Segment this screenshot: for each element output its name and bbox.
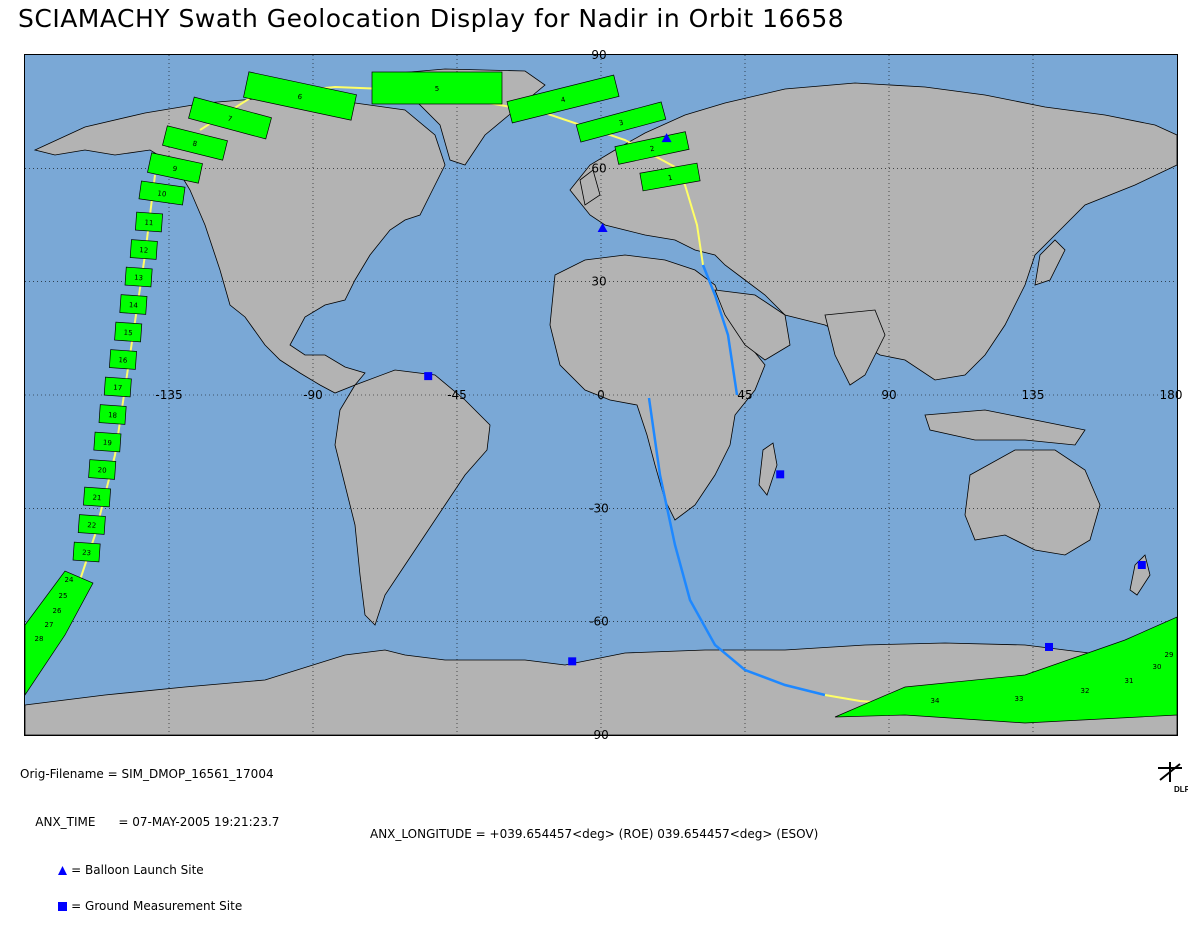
swath-label: 12: [139, 246, 148, 255]
lon-label: 135: [1022, 388, 1045, 402]
swath-box: 23: [73, 542, 100, 562]
landmass-south-america: [335, 370, 490, 625]
lat-label: 90: [591, 48, 606, 62]
swath-box: 21: [83, 487, 110, 507]
swath-label: 5: [435, 85, 439, 93]
swath-label: 17: [113, 384, 122, 393]
dlr-logo: DLR: [1152, 760, 1188, 794]
landmass-north-america: [35, 99, 445, 393]
lon-label: 0: [597, 388, 605, 402]
swath-label: 16: [118, 356, 128, 365]
landmass-india: [825, 310, 885, 385]
lat-label: 30: [591, 275, 606, 289]
swath-box: 14: [120, 295, 147, 315]
swath-box: 15: [115, 322, 142, 342]
swath-box: 13: [125, 267, 152, 287]
swath-label: 34: [931, 697, 940, 705]
swath-label: 21: [92, 494, 101, 503]
lon-label: 180: [1160, 388, 1183, 402]
swath-box: 5: [372, 72, 502, 104]
ground-site-marker: [776, 470, 784, 478]
lat-label: -90: [589, 728, 609, 742]
landmass-indonesia: [925, 410, 1085, 445]
ground-site-marker: [424, 372, 432, 380]
ground-site-marker: [568, 657, 576, 665]
swath-label: 23: [82, 549, 91, 558]
swath-label: 13: [134, 274, 143, 283]
lat-label: -60: [589, 615, 609, 629]
lon-label: -135: [155, 388, 182, 402]
swath-label: 11: [144, 219, 153, 228]
swath-label: 33: [1015, 695, 1024, 703]
map-canvas[interactable]: 1234567891011121314151617181920212223242…: [25, 55, 1177, 735]
lon-label: 45: [737, 388, 752, 402]
swath-label: 29: [1165, 651, 1174, 659]
triangle-icon: [58, 866, 67, 875]
swath-box: 20: [89, 460, 116, 480]
legend-ground: = Ground Measurement Site: [35, 888, 242, 924]
page-title: SCIAMACHY Swath Geolocation Display for …: [18, 4, 844, 33]
legend-ground-label: = Ground Measurement Site: [71, 899, 242, 913]
ground-site-marker: [1138, 561, 1146, 569]
swath-label: 32: [1081, 687, 1090, 695]
swath-label: 26: [53, 607, 62, 615]
swath-label: 20: [97, 466, 106, 475]
swath-box: 22: [78, 515, 105, 535]
anx-longitude: ANX_LONGITUDE = +039.654457<deg> (ROE) 0…: [370, 828, 818, 840]
swath-label: 22: [87, 521, 96, 530]
ground-site-marker: [1045, 643, 1053, 651]
swath-label: 18: [108, 411, 117, 420]
orig-filename: Orig-Filename = SIM_DMOP_16561_17004: [20, 768, 279, 780]
anx-time-row: ANX_TIME = 07-MAY-2005 19:21:23.7 ANX_LO…: [20, 804, 279, 816]
swath-label: 31: [1125, 677, 1134, 685]
lat-label: -30: [589, 501, 609, 515]
legend-balloon-label: = Balloon Launch Site: [71, 863, 204, 877]
landmass-australia: [965, 450, 1100, 555]
swath-label: 19: [103, 439, 112, 448]
anx-time: ANX_TIME = 07-MAY-2005 19:21:23.7: [35, 815, 279, 829]
footer-info: Orig-Filename = SIM_DMOP_16561_17004 ANX…: [20, 744, 279, 864]
swath-box: 19: [94, 432, 121, 452]
lon-label: -45: [447, 388, 467, 402]
lon-label: 90: [881, 388, 896, 402]
swath-box: 10: [139, 181, 185, 205]
square-icon: [58, 902, 67, 911]
swath-label: 27: [45, 621, 54, 629]
swath-label: 28: [35, 635, 44, 643]
swath-label: 14: [129, 301, 139, 310]
swath-label: 10: [157, 189, 167, 198]
swath-label: 25: [59, 592, 68, 600]
swath-label: 24: [65, 576, 74, 584]
swath-box: 11: [135, 212, 162, 232]
swath-box: 18: [99, 405, 126, 425]
swath-fan-west: [25, 571, 93, 695]
landmass-madagascar: [759, 443, 777, 495]
lon-label: -90: [303, 388, 323, 402]
legend-balloon: = Balloon Launch Site: [35, 852, 203, 888]
swath-label: 30: [1153, 663, 1162, 671]
legend: = Balloon Launch Site = Ground Measureme…: [20, 840, 279, 852]
swath-box: 17: [104, 377, 131, 397]
swath-box: 12: [130, 240, 157, 260]
swath-box: 16: [109, 350, 136, 370]
logo-text: DLR: [1174, 785, 1188, 794]
swath-label: 15: [123, 329, 132, 338]
lat-label: 60: [591, 161, 606, 175]
